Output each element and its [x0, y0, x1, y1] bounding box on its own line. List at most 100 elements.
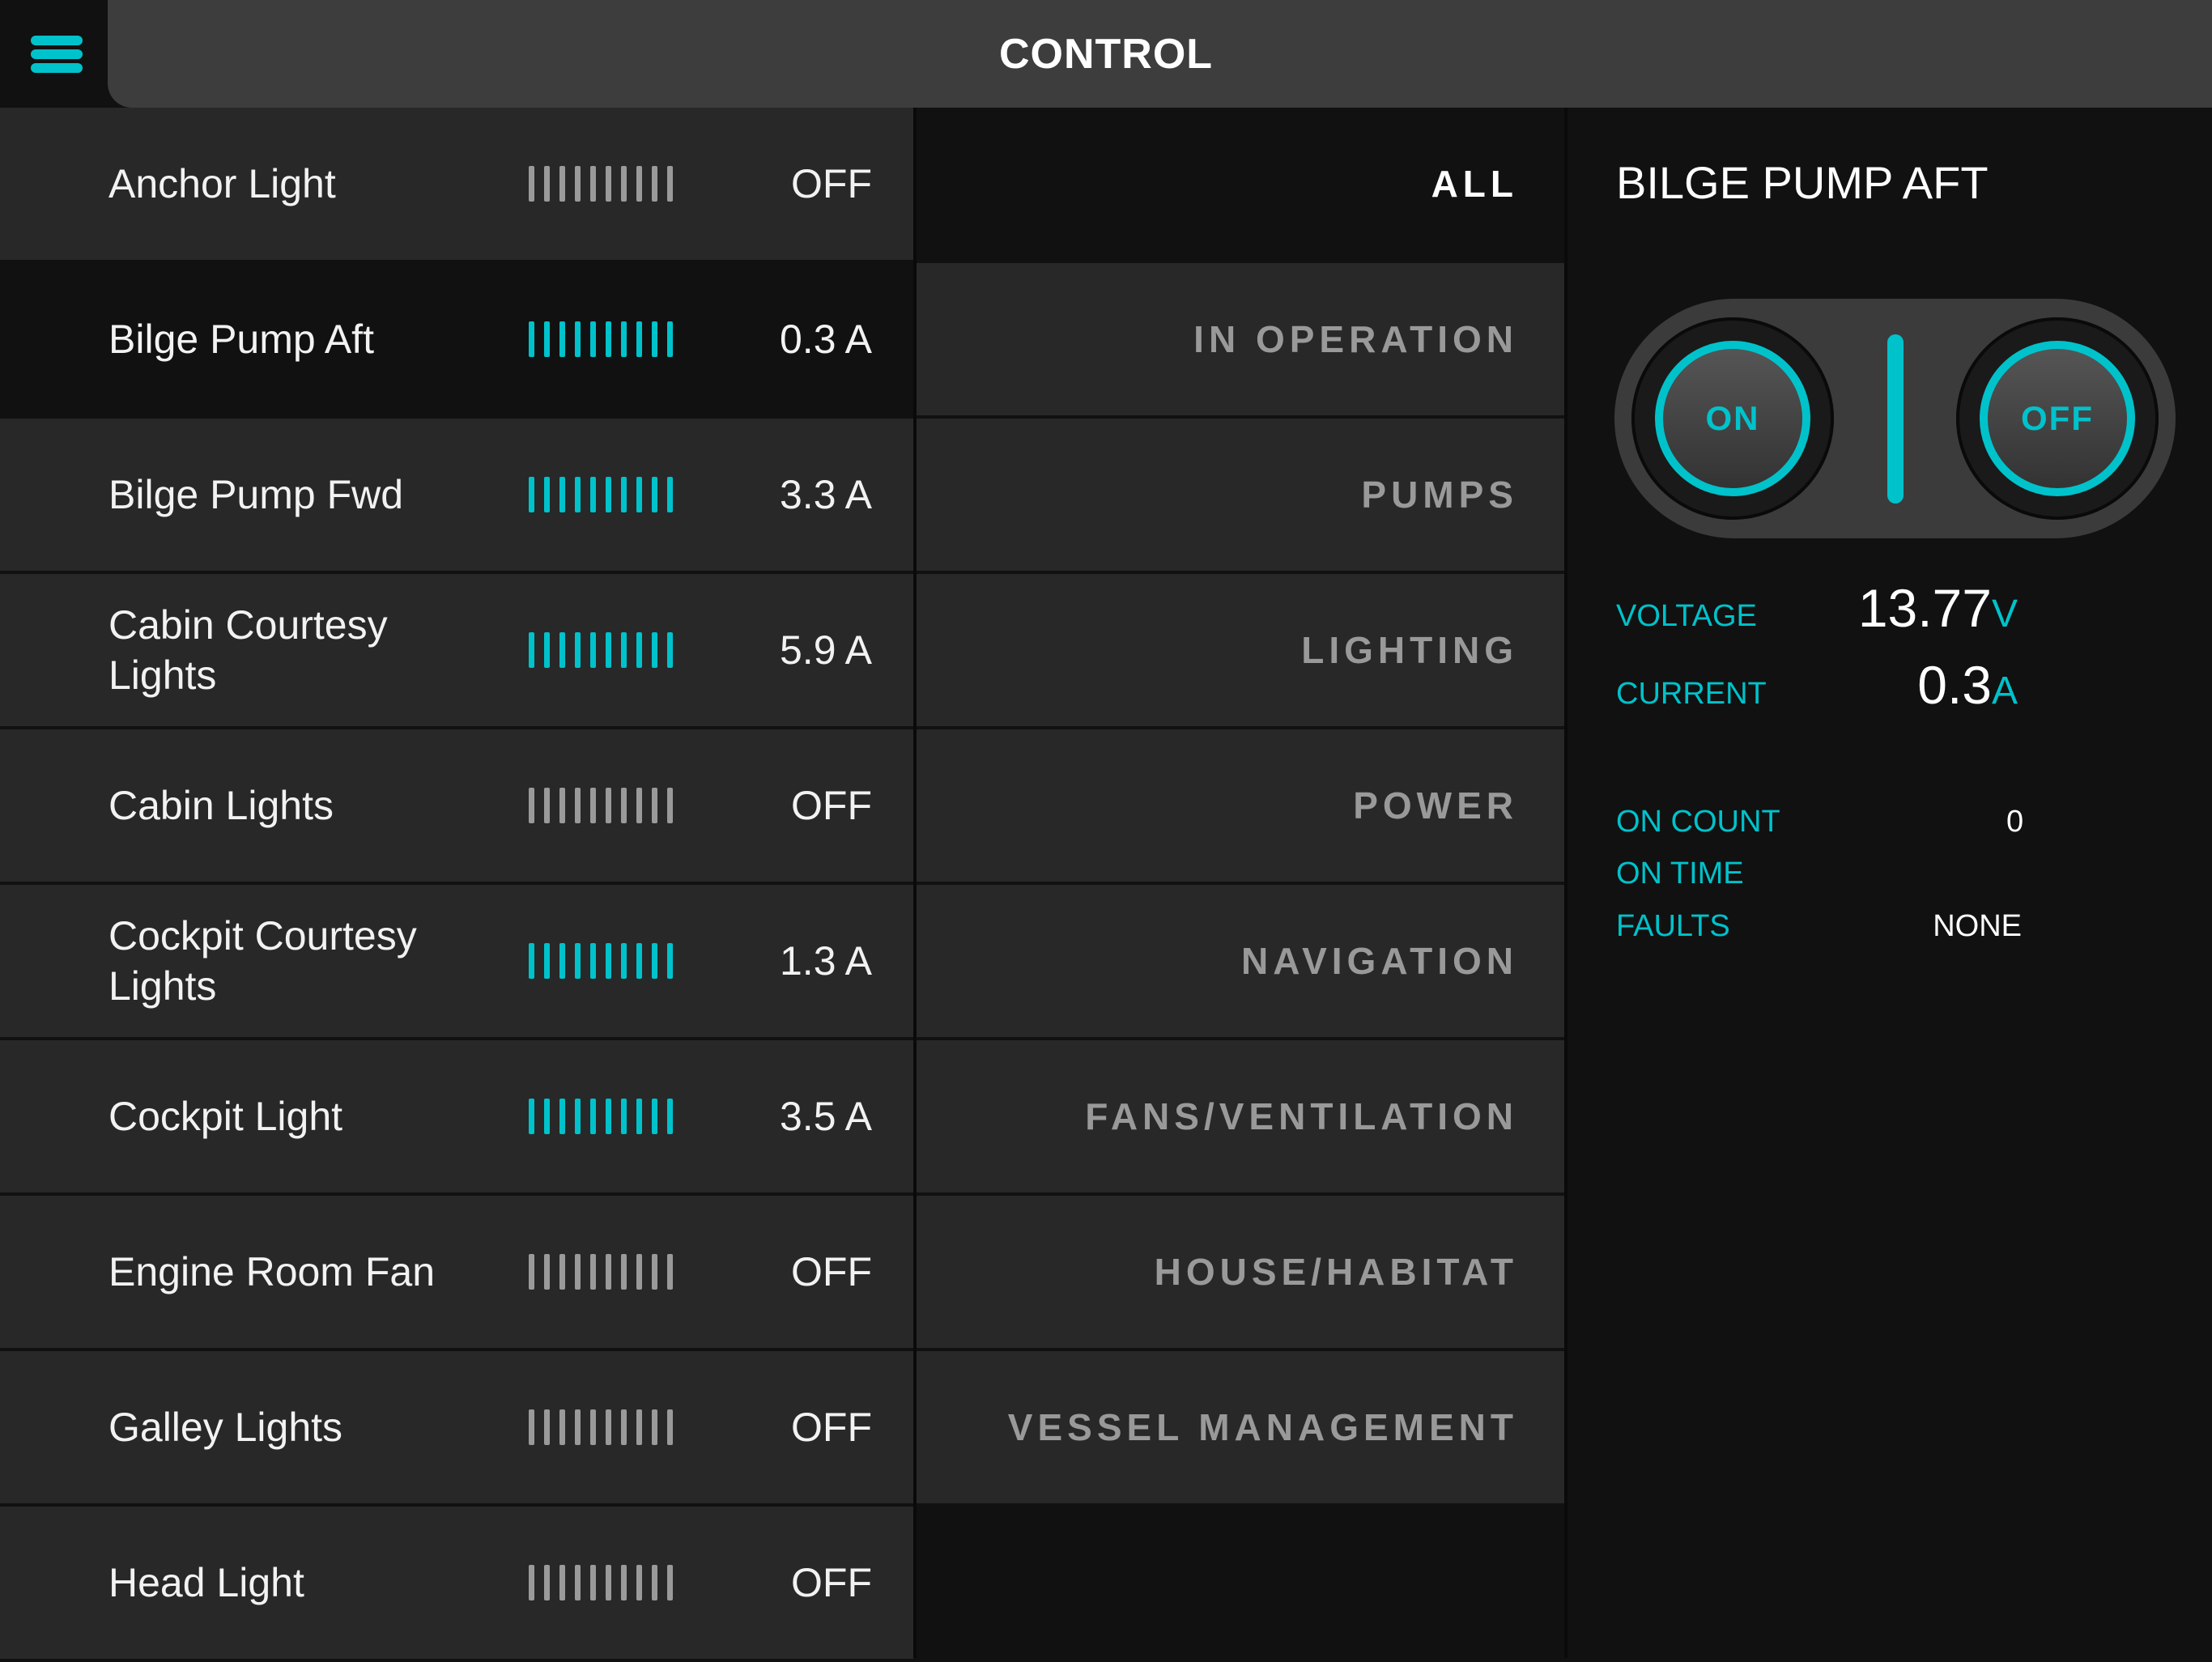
load-bar-segment — [544, 1409, 550, 1445]
load-bar-segment — [636, 943, 642, 979]
on-button[interactable]: ON — [1631, 317, 1834, 520]
load-bar-segment — [544, 943, 550, 979]
circuit-value: 3.3 A — [780, 472, 872, 517]
on-button-label: ON — [1655, 341, 1810, 496]
category-tab[interactable]: ALL — [917, 108, 1564, 263]
load-bar-segment — [636, 1409, 642, 1445]
load-bar-segment — [606, 321, 611, 357]
load-bar-segment — [575, 477, 581, 512]
load-bar-segment — [590, 943, 596, 979]
load-bar-segment — [559, 1409, 565, 1445]
circuit-name: Galley Lights — [108, 1404, 343, 1450]
current-unit: A — [1991, 669, 2018, 712]
load-bar-segment — [559, 477, 565, 512]
load-bar-segment — [529, 632, 534, 668]
load-bar-segment — [667, 943, 673, 979]
load-bar-segment — [621, 632, 627, 668]
circuit-value: OFF — [791, 1249, 872, 1294]
off-button-label: OFF — [1980, 341, 2135, 496]
load-bar-segment — [590, 1565, 596, 1600]
load-bar-segment — [606, 1254, 611, 1290]
load-bar-segment — [529, 1565, 534, 1600]
load-bar-segment — [529, 321, 534, 357]
load-bar-segment — [606, 788, 611, 823]
category-tab[interactable]: VESSEL MANAGEMENT — [917, 1351, 1564, 1507]
load-bar-segment — [652, 477, 657, 512]
load-bar-segment — [636, 1099, 642, 1134]
circuit-name: Cabin Lights — [108, 782, 334, 828]
category-tab[interactable]: POWER — [917, 729, 1564, 885]
load-bar-segment — [636, 321, 642, 357]
circuit-row[interactable]: Bilge Pump Aft 0.3 A — [0, 263, 913, 419]
load-bar-segment — [575, 321, 581, 357]
circuit-value: 1.3 A — [780, 938, 872, 984]
load-bar-segment — [621, 943, 627, 979]
load-bar-segment — [575, 943, 581, 979]
voltage-label: VOLTAGE — [1616, 599, 1757, 633]
category-tab[interactable]: HOUSE/HABITAT — [917, 1196, 1564, 1351]
load-indicator — [529, 321, 673, 357]
load-bar-segment — [606, 1099, 611, 1134]
load-bar-segment — [636, 1565, 642, 1600]
hamburger-menu-icon — [31, 63, 83, 73]
load-bar-segment — [590, 632, 596, 668]
faults-label: FAULTS — [1616, 909, 1730, 943]
load-bar-segment — [544, 477, 550, 512]
circuit-row[interactable]: Bilge Pump Fwd 3.3 A — [0, 419, 913, 574]
load-bar-segment — [544, 1565, 550, 1600]
circuit-row[interactable]: Cabin Courtesy Lights 5.9 A — [0, 574, 913, 729]
off-button[interactable]: OFF — [1956, 317, 2159, 520]
load-bar-segment — [590, 321, 596, 357]
load-bar-segment — [529, 943, 534, 979]
load-bar-segment — [559, 321, 565, 357]
load-bar-segment — [590, 1254, 596, 1290]
load-bar-segment — [529, 1409, 534, 1445]
circuit-name: Engine Room Fan — [108, 1248, 436, 1294]
circuit-row[interactable]: Galley Lights OFF — [0, 1351, 913, 1507]
load-bar-segment — [667, 477, 673, 512]
load-bar-segment — [621, 166, 627, 202]
load-indicator — [529, 477, 673, 512]
load-bar-segment — [544, 1099, 550, 1134]
load-bar-segment — [667, 1409, 673, 1445]
category-tab[interactable]: LIGHTING — [917, 574, 1564, 729]
circuit-row[interactable]: Anchor Light OFF — [0, 108, 913, 263]
circuit-row[interactable]: Cockpit Courtesy Lights 1.3 A — [0, 885, 913, 1040]
load-bar-segment — [544, 321, 550, 357]
circuit-name: Bilge Pump Aft — [108, 316, 374, 362]
header-bar: CONTROL — [108, 0, 2212, 108]
circuit-row[interactable]: Head Light OFF — [0, 1507, 913, 1662]
circuit-name: Cockpit Light — [108, 1093, 343, 1139]
load-bar-segment — [559, 632, 565, 668]
load-bar-segment — [652, 1099, 657, 1134]
load-bar-segment — [636, 788, 642, 823]
switch-indicator — [1887, 334, 1904, 504]
load-bar-segment — [621, 1565, 627, 1600]
on-count-label: ON COUNT — [1616, 805, 1780, 839]
circuit-value: OFF — [791, 783, 872, 828]
load-bar-segment — [621, 1099, 627, 1134]
load-bar-segment — [652, 166, 657, 202]
load-bar-segment — [590, 477, 596, 512]
on-count-value: 0 — [2006, 805, 2024, 839]
detail-title: BILGE PUMP AFT — [1616, 157, 1989, 208]
load-bar-segment — [636, 166, 642, 202]
on-off-switch: ON OFF — [1614, 299, 2176, 538]
circuit-name: Head Light — [108, 1559, 304, 1605]
category-tab[interactable]: NAVIGATION — [917, 885, 1564, 1040]
circuit-row[interactable]: Cockpit Light 3.5 A — [0, 1040, 913, 1196]
voltage-value: 13.77 — [1857, 578, 1992, 638]
category-tab[interactable]: IN OPERATION — [917, 263, 1564, 419]
load-bar-segment — [529, 166, 534, 202]
circuit-value: 5.9 A — [780, 627, 872, 673]
category-tab[interactable]: PUMPS — [917, 419, 1564, 574]
load-bar-segment — [575, 166, 581, 202]
menu-button[interactable] — [0, 0, 108, 108]
category-tab[interactable]: FANS/VENTILATION — [917, 1040, 1564, 1196]
category-list: ALL IN OPERATION PUMPS LIGHTING POWER NAVIGAT… — [917, 108, 1564, 1662]
circuit-value: 0.3 A — [780, 317, 872, 362]
circuit-row[interactable]: Engine Room Fan OFF — [0, 1196, 913, 1351]
circuit-value: 3.5 A — [780, 1094, 872, 1139]
circuit-value: OFF — [791, 1560, 872, 1605]
circuit-row[interactable]: Cabin Lights OFF — [0, 729, 913, 885]
